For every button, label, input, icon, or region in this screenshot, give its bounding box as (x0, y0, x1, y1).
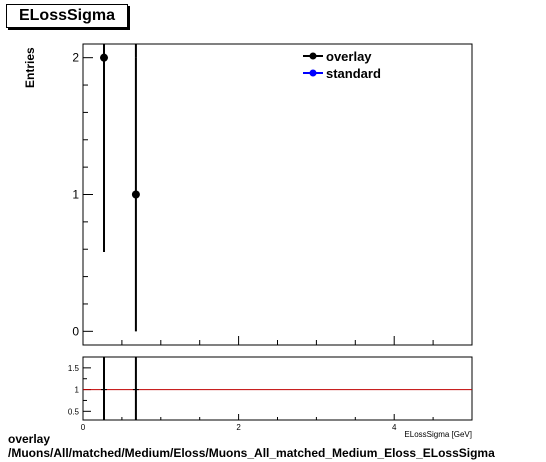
ratio-plot: 0.5 1 1.5 0 2 4 ELossSigma [GeV] (68, 356, 473, 439)
main-plot: 0 1 2 (72, 43, 473, 346)
caption-line1: overlay (8, 432, 51, 446)
chart-title: ELossSigma (18, 7, 116, 24)
data-point (100, 53, 109, 62)
legend-marker (309, 69, 317, 77)
x-axis-label: ELossSigma [GeV] (404, 430, 472, 439)
ratio-x-tick-label: 4 (392, 423, 397, 432)
caption-line2: /Muons/All/matched/Medium/Eloss/Muons_Al… (8, 446, 495, 460)
data-point (131, 190, 140, 199)
legend-marker (309, 52, 317, 60)
chart-title-box: ELossSigma (6, 4, 128, 28)
y-tick-label: 0 (72, 324, 79, 338)
legend: overlay standard (303, 49, 381, 81)
ratio-y-tick-label: 1.5 (68, 364, 80, 373)
ratio-y-tick-label: 0.5 (68, 407, 80, 416)
ratio-frame (82, 356, 473, 421)
ratio-x-tick-label: 2 (236, 423, 241, 432)
legend-label: standard (326, 66, 381, 81)
main-frame (82, 43, 473, 346)
y-tick-label: 2 (72, 51, 79, 65)
ratio-x-tick-label: 0 (81, 423, 86, 432)
legend-label: overlay (326, 49, 372, 64)
y-tick-label: 1 (72, 188, 79, 202)
ratio-y-tick-label: 1 (75, 386, 80, 395)
y-axis-label: Entries (23, 47, 37, 88)
